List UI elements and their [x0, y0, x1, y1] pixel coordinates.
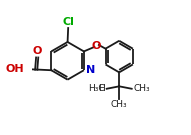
Text: O: O: [92, 41, 101, 51]
Text: H₃C: H₃C: [89, 84, 105, 93]
Text: N: N: [86, 65, 95, 75]
Text: CH₃: CH₃: [133, 84, 150, 93]
Text: Cl: Cl: [62, 17, 74, 27]
Text: OH: OH: [6, 64, 24, 74]
Text: O: O: [33, 46, 42, 56]
Text: H: H: [99, 84, 105, 93]
Text: CH₃: CH₃: [111, 100, 128, 109]
